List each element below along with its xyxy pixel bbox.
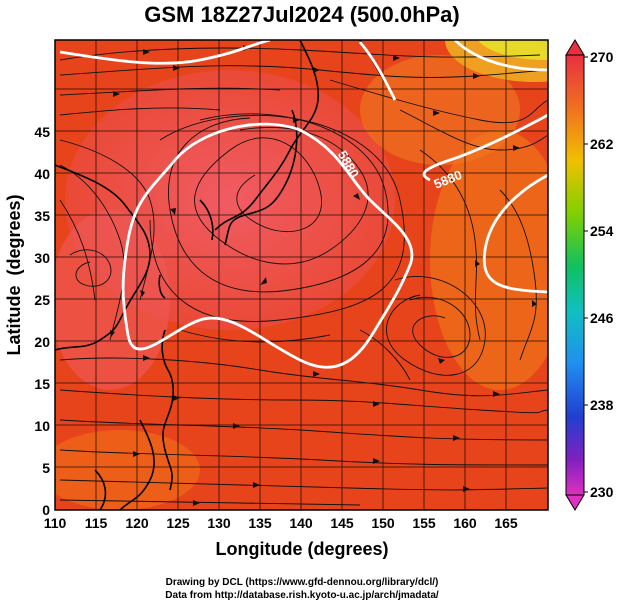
y-tick-label: 0 bbox=[42, 502, 50, 518]
x-axis: 110 115 120 125 130 135 140 145 150 155 … bbox=[44, 515, 518, 531]
colorbar-tick-label: 246 bbox=[590, 310, 614, 326]
x-tick-label: 155 bbox=[412, 515, 436, 531]
x-tick-label: 165 bbox=[494, 515, 518, 531]
colorbar: 270 262 254 246 238 230 bbox=[565, 39, 614, 511]
colorbar-tick-label: 262 bbox=[590, 136, 614, 152]
credit-data: Data from http://database.rish.kyoto-u.a… bbox=[165, 590, 439, 601]
y-tick-label: 30 bbox=[34, 250, 50, 266]
wind-arrowheads bbox=[110, 45, 537, 506]
x-tick-label: 110 bbox=[44, 515, 67, 531]
colorbar-tick-label: 254 bbox=[590, 223, 614, 239]
y-tick-label: 15 bbox=[34, 376, 50, 392]
x-tick-label: 130 bbox=[207, 515, 231, 531]
y-tick-label: 20 bbox=[34, 334, 50, 350]
colorbar-scale bbox=[565, 54, 585, 496]
x-tick-label: 140 bbox=[289, 515, 313, 531]
map-frame bbox=[54, 39, 549, 511]
figure-title: GSM 18Z27Jul2024 (500.0hPa) bbox=[144, 2, 460, 27]
map-panel: 5880 5880 bbox=[55, 40, 548, 510]
y-axis-title: Latitude (degrees) bbox=[4, 194, 24, 355]
x-tick-label: 115 bbox=[85, 515, 108, 531]
colorbar-tick-label: 230 bbox=[590, 484, 614, 500]
y-tick-label: 40 bbox=[34, 166, 50, 182]
x-tick-label: 120 bbox=[125, 515, 149, 531]
credit-drawing: Drawing by DCL (https://www.gfd-dennou.o… bbox=[166, 577, 439, 588]
x-tick-label: 145 bbox=[330, 515, 354, 531]
x-tick-label: 160 bbox=[453, 515, 477, 531]
geopotential-contours bbox=[59, 40, 548, 369]
x-tick-label: 150 bbox=[371, 515, 395, 531]
colorbar-top-arrow bbox=[565, 39, 585, 56]
colorbar-tick-label: 238 bbox=[590, 397, 614, 413]
y-tick-label: 25 bbox=[34, 292, 50, 308]
colorbar-bottom-arrow bbox=[565, 494, 585, 511]
y-tick-label: 45 bbox=[34, 124, 50, 140]
y-axis: 0 5 10 15 20 25 30 35 40 45 bbox=[34, 124, 50, 518]
y-tick-label: 35 bbox=[34, 208, 50, 224]
x-tick-label: 125 bbox=[166, 515, 190, 531]
x-axis-title: Longitude (degrees) bbox=[215, 539, 388, 559]
y-tick-label: 5 bbox=[42, 460, 50, 476]
x-tick-label: 135 bbox=[248, 515, 272, 531]
wind-streamlines bbox=[59, 47, 548, 506]
colorbar-tick-label: 270 bbox=[590, 49, 614, 65]
credits: Drawing by DCL (https://www.gfd-dennou.o… bbox=[165, 577, 439, 601]
y-tick-label: 10 bbox=[34, 418, 50, 434]
